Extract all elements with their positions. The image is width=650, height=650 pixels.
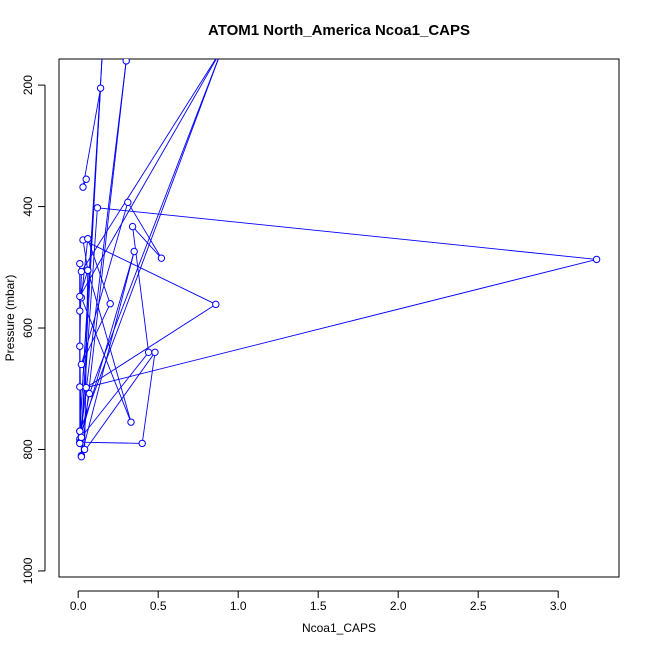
data-point [93, 204, 102, 212]
series-segment [80, 202, 129, 365]
data-point [84, 266, 92, 275]
y-tick-label: 400 [21, 196, 35, 216]
series-segment [79, 60, 127, 443]
data-point [77, 360, 86, 369]
data-point [127, 418, 135, 426]
data-point [157, 254, 166, 262]
data-point [76, 259, 84, 268]
series-segment [86, 258, 597, 388]
x-tick-label: 3.0 [550, 599, 567, 613]
x-tick-label: 0.0 [70, 599, 87, 613]
data-point [76, 307, 84, 315]
data-point [76, 383, 84, 391]
x-tick-label: 2.5 [470, 599, 487, 613]
x-tick-label: 2.0 [390, 599, 407, 613]
data-point [212, 300, 220, 309]
y-tick-label: 1000 [21, 557, 35, 584]
data-point [130, 247, 138, 256]
data-point [151, 348, 159, 357]
data-point [76, 439, 84, 448]
plot-frame [58, 58, 620, 578]
data-point [77, 453, 86, 461]
data-point [99, 52, 105, 58]
y-tick-label: 800 [21, 439, 35, 459]
series-segment [132, 226, 162, 259]
data-point [124, 198, 132, 207]
x-axis: 0.0 0.5 1.0 1.5 2.0 2.5 3.0 [70, 590, 567, 613]
data-point [128, 222, 137, 231]
y-axis-label: Pressure (mbar) [3, 275, 17, 362]
data-point [82, 175, 90, 183]
data-point [80, 445, 89, 454]
data-point [76, 342, 84, 350]
series-segment [79, 59, 217, 297]
series-segment [141, 352, 156, 444]
data-point [144, 348, 153, 357]
data-point [79, 183, 87, 191]
data-point [84, 235, 92, 243]
data-point [122, 59, 130, 65]
data-point [219, 45, 225, 51]
series-segment [85, 303, 217, 388]
series-segment [79, 270, 89, 297]
data-series [76, 45, 601, 461]
data-point [592, 255, 601, 264]
data-point [77, 267, 86, 276]
y-tick-label: 600 [21, 318, 35, 338]
x-tick-label: 0.5 [150, 599, 167, 613]
data-point [219, 45, 225, 51]
data-point [76, 427, 84, 435]
series-segment [82, 88, 102, 188]
data-point [76, 292, 84, 301]
data-point [138, 439, 146, 448]
series-segment [127, 202, 162, 259]
data-point [85, 389, 94, 398]
series-segment [79, 59, 219, 432]
data-point [82, 383, 90, 392]
series-segment [80, 251, 135, 456]
series-segment [87, 238, 111, 304]
x-axis-label: Ncoa1_CAPS [302, 621, 376, 635]
y-tick-label: 200 [21, 75, 35, 95]
series-segment [132, 226, 150, 353]
data-point [77, 433, 86, 442]
series-segment [88, 59, 219, 394]
series-segment [82, 239, 89, 271]
y-axis: 200 400 600 800 1000 [21, 75, 46, 584]
series-segment [79, 352, 149, 440]
data-point [96, 84, 105, 92]
series-segment [84, 270, 89, 450]
series-segment [80, 59, 103, 435]
series-segment [81, 59, 217, 272]
chart-title: ATOM1 North_America Ncoa1_CAPS [208, 22, 470, 39]
series-segment [81, 352, 156, 456]
series-segment [79, 441, 143, 444]
series-segment [80, 60, 127, 457]
data-point [106, 300, 114, 308]
x-tick-label: 1.5 [310, 599, 327, 613]
x-tick-label: 1.0 [230, 599, 247, 613]
series-segment [97, 207, 597, 260]
